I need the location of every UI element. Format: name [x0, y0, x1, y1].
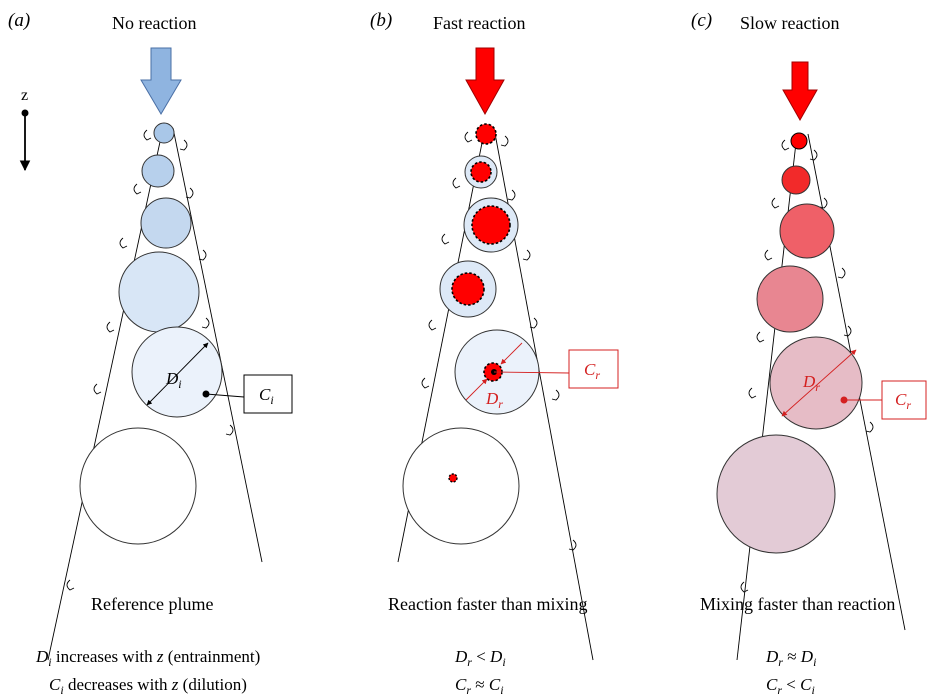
eddies: [740, 139, 874, 593]
panel-a-relation-2: Ci decreases with z (dilution): [49, 675, 247, 697]
reacting-core-4: [451, 272, 485, 306]
plume-eddy-4: [756, 265, 824, 333]
concentration-label: Ci: [259, 385, 274, 407]
eddies: [421, 131, 577, 551]
diameter-arrow: [146, 342, 209, 406]
panel-c-letter: (c): [691, 10, 712, 31]
reacting-core-6: [448, 473, 458, 483]
panel-b-relation-1: Dr < Di: [454, 647, 506, 669]
eddies: [66, 129, 234, 591]
diameter-arrow-in: [465, 378, 488, 401]
panel-b-caption: Reaction faster than mixing: [388, 594, 587, 614]
diameter-label: Dr: [485, 389, 503, 411]
concentration-label: Cr: [584, 360, 600, 382]
panel-c-caption: Mixing faster than reaction: [700, 594, 895, 614]
panel-a-title: No reaction: [112, 13, 196, 33]
probe-leader: [205, 393, 245, 398]
plume-eddy-1: [153, 122, 175, 144]
concentration-box: [881, 380, 927, 420]
panel-a-letter: (a): [8, 10, 30, 31]
z-axis: z: [19, 87, 31, 172]
inflow-arrow: [782, 61, 818, 122]
panel-b: (b) Fast reaction Dr Cr R: [370, 10, 619, 697]
diameter-label: Dr: [802, 372, 820, 394]
panel-b-title: Fast reaction: [433, 13, 525, 33]
plume-eddy-6: [79, 427, 197, 545]
plume-eddy-2: [781, 165, 811, 195]
diameter-arrow: [781, 349, 857, 417]
panel-b-relation-2: Cr ≈ Ci: [455, 675, 504, 697]
panel-c: (c) Slow reaction Dr Cr Mixing faster th…: [691, 10, 927, 697]
panel-a: (a) No reaction Di Ci Referenc: [8, 10, 293, 697]
diameter-arrow-out: [500, 342, 523, 365]
panel-b-letter: (b): [370, 10, 392, 31]
plume-eddy-6: [402, 427, 520, 545]
inflow-arrow: [465, 47, 505, 116]
panel-a-caption: Reference plume: [91, 594, 213, 614]
reacting-core-3: [471, 205, 511, 245]
reacting-core-1: [475, 123, 497, 145]
plume-eddy-3: [140, 197, 192, 249]
plume-boundary-right: [172, 127, 263, 563]
panel-a-relation-1: Di increases with z (entrainment): [35, 647, 260, 669]
concentration-box: [568, 349, 619, 389]
panel-c-title: Slow reaction: [740, 13, 839, 33]
plume-eddy-1: [790, 132, 808, 150]
inflow-arrow: [140, 47, 182, 115]
panel-c-relation-1: Dr ≈ Di: [765, 647, 816, 669]
diameter-label: Di: [165, 369, 182, 391]
probe-leader: [493, 371, 570, 374]
concentration-box: [243, 374, 293, 414]
plume-eddy-4: [118, 251, 200, 333]
plume-eddy-2: [141, 154, 175, 188]
reacting-core-2: [470, 161, 492, 183]
z-axis-label: z: [21, 87, 28, 104]
concentration-label: Cr: [895, 390, 911, 412]
plume-eddy-6: [716, 434, 836, 554]
panel-c-relation-2: Cr < Ci: [766, 675, 815, 697]
plume-eddy-3: [779, 203, 835, 259]
